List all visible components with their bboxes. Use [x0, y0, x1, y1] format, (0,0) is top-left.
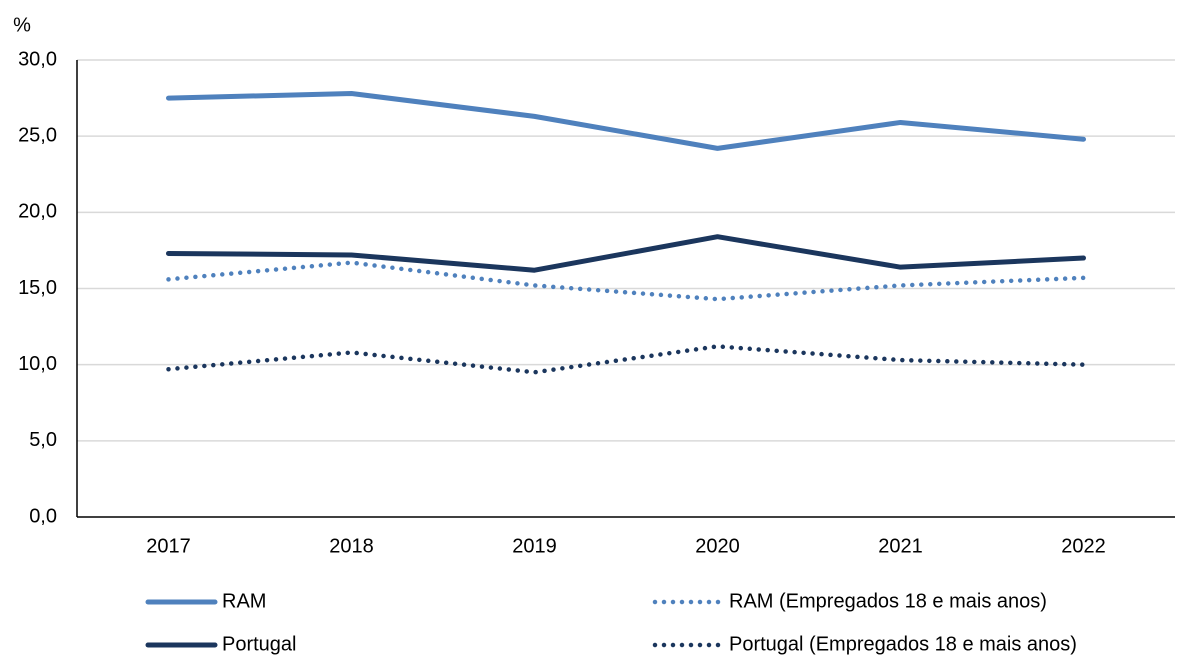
series-line: [166, 260, 1086, 302]
legend-label: Portugal: [222, 633, 297, 655]
y-tick-label: 30,0: [18, 48, 57, 70]
x-tick-label: 2019: [512, 535, 557, 557]
legend-label: RAM (Empregados 18 e mais anos): [729, 590, 1047, 612]
series-line: [166, 91, 1086, 151]
x-tick-label: 2022: [1061, 535, 1106, 557]
y-axis-label: %: [13, 14, 31, 36]
legend-label: RAM: [222, 590, 266, 612]
x-tick-label: 2017: [146, 535, 191, 557]
x-tick-label: 2020: [695, 535, 740, 557]
y-tick-label: 5,0: [29, 429, 57, 451]
x-tick-label: 2018: [329, 535, 374, 557]
y-tick-label: 15,0: [18, 277, 57, 299]
y-tick-label: 0,0: [29, 505, 57, 527]
series-line: [166, 344, 1086, 375]
legend-label: Portugal (Empregados 18 e mais anos): [729, 633, 1077, 655]
x-tick-label: 2021: [878, 535, 923, 557]
y-tick-label: 10,0: [18, 353, 57, 375]
series-line: [166, 234, 1086, 273]
y-tick-label: 20,0: [18, 201, 57, 223]
y-tick-label: 25,0: [18, 124, 57, 146]
